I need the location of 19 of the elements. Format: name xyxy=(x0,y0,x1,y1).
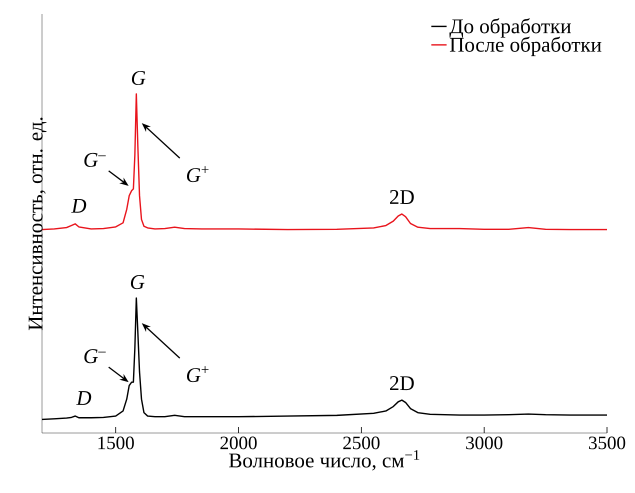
x-tick-label: 2500 xyxy=(343,436,380,450)
annotation: 2D xyxy=(390,376,414,390)
annotation: G$^{–}$ xyxy=(84,349,106,364)
x-tick-label: 3500 xyxy=(588,436,626,450)
annotation: 2D xyxy=(390,190,414,204)
annotation: D xyxy=(71,198,86,213)
x-axis-title: Волновое число, см$^{−1}$ xyxy=(229,450,420,471)
annotation: G xyxy=(130,275,144,290)
annotation: G$^{+}$ xyxy=(186,366,208,382)
x-tick-label: 1500 xyxy=(98,436,134,450)
legend-label: До обработки xyxy=(449,18,571,38)
legend-label: После обработки xyxy=(450,36,602,56)
annotation: G xyxy=(132,70,146,86)
x-tick-label: 2000 xyxy=(220,436,257,450)
y-axis-title: Интенсивность, отн. ед. xyxy=(28,118,46,330)
x-tick-label: 3000 xyxy=(466,436,502,450)
annotation: D xyxy=(76,391,92,405)
annotation: G$^{+}$ xyxy=(186,166,208,182)
annotation: G$^{–}$ xyxy=(84,152,106,167)
